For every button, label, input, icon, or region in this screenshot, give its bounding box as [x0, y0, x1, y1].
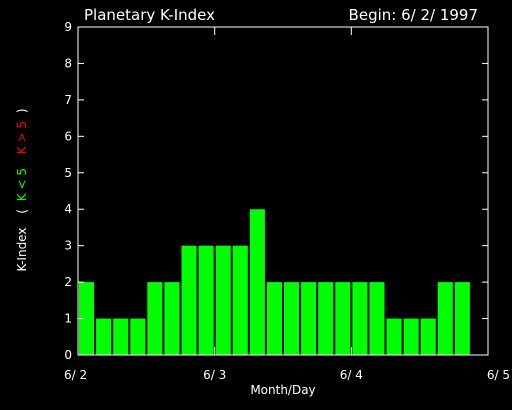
y-tick-label: 2: [64, 275, 72, 289]
k-index-bar: [369, 282, 385, 355]
k-index-bar: [96, 318, 112, 355]
y-legend-open-paren: (: [15, 209, 29, 214]
x-tick-label: 6/ 2: [64, 368, 87, 382]
k-index-bar: [284, 282, 300, 355]
y-tick-label: 3: [64, 239, 72, 253]
y-legend-high-label: K > 5: [15, 121, 29, 154]
k-index-bar: [79, 282, 95, 355]
begin-date-label: Begin: 6/ 2/ 1997: [349, 6, 478, 24]
chart-title: Planetary K-Index: [84, 6, 215, 24]
plot-frame: [77, 26, 489, 356]
k-index-bar: [130, 318, 146, 355]
y-axis-title-group: K-Index ( K < 5 K > 5 ): [15, 108, 29, 271]
y-tick-label: 8: [64, 56, 72, 70]
y-axis-ticks: 0 1 2 3 4 5 6 7 8 9: [64, 20, 488, 362]
k-index-bar: [181, 245, 197, 355]
y-tick-label: 1: [64, 312, 72, 326]
x-axis-title: Month/Day: [250, 383, 315, 397]
x-axis-ticks: 6/ 2 6/ 3 6/ 4 6/ 5: [64, 27, 510, 382]
k-index-bar: [198, 245, 214, 355]
y-legend-low-label: K < 5: [15, 168, 29, 201]
y-tick-label: 0: [64, 348, 72, 362]
y-tick-label: 6: [64, 129, 72, 143]
y-tick-label: 5: [64, 166, 72, 180]
k-index-bar: [352, 282, 368, 355]
k-index-bar: [266, 282, 282, 355]
k-index-bar: [147, 282, 163, 355]
k-index-bar: [386, 318, 402, 355]
k-index-bar: [232, 245, 248, 355]
bar-series: [79, 209, 470, 355]
k-index-bar: [335, 282, 351, 355]
k-index-bar: [420, 318, 436, 355]
y-tick-label: 4: [64, 202, 72, 216]
k-index-bar: [437, 282, 453, 355]
k-index-bar: [215, 245, 231, 355]
k-index-bar: [403, 318, 419, 355]
k-index-bar: [164, 282, 180, 355]
x-tick-label: 6/ 5: [487, 368, 510, 382]
k-index-bar: [249, 209, 265, 355]
k-index-bar: [454, 282, 470, 355]
svg-text:K-Index ( K < 5: K-Index ( K < 5 K > 5 ): [15, 108, 29, 271]
k-index-bar: [318, 282, 334, 355]
y-tick-label: 9: [64, 20, 72, 34]
k-index-bar: [113, 318, 129, 355]
x-tick-label: 6/ 4: [340, 368, 363, 382]
x-tick-label: 6/ 3: [203, 368, 226, 382]
y-legend-close-paren: ): [15, 108, 29, 113]
y-tick-label: 7: [64, 93, 72, 107]
y-axis-title: K-Index: [15, 228, 29, 272]
k-index-bar: [301, 282, 317, 355]
